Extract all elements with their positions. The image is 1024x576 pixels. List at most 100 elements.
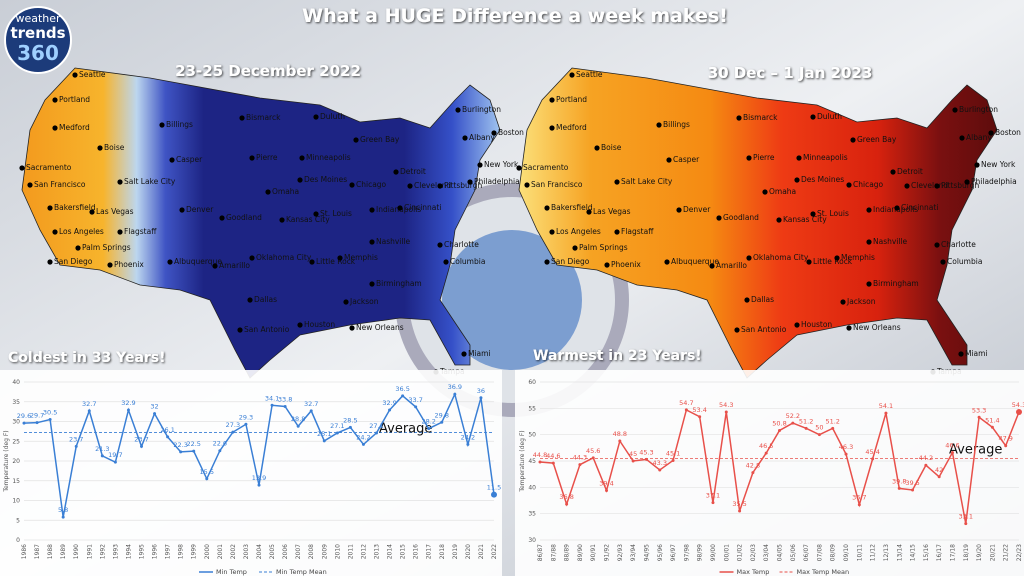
- city-label: Los Angeles: [556, 227, 601, 236]
- x-tick-label: 1997: [165, 544, 172, 559]
- city-dot: [664, 259, 670, 265]
- y-tick-label: 15: [12, 478, 20, 485]
- city-dot: [544, 205, 550, 211]
- city-label: Charlotte: [941, 240, 976, 249]
- city-dot: [159, 122, 165, 128]
- city-label: Chicago: [853, 180, 884, 189]
- data-label: 32.9: [121, 399, 135, 407]
- x-tick-label: 10/11: [856, 544, 863, 561]
- chart-panel: [0, 370, 502, 576]
- city-dot: [279, 217, 285, 223]
- city-label: Chicago: [356, 180, 387, 189]
- x-tick-label: 91/92: [604, 544, 611, 561]
- city-label: San Francisco: [34, 180, 86, 189]
- city-dot: [491, 130, 497, 136]
- city-dot: [437, 183, 443, 189]
- x-tick-label: 1993: [112, 544, 119, 559]
- point: [551, 461, 555, 465]
- data-label: 47.9: [998, 435, 1012, 443]
- point: [977, 415, 981, 419]
- city-dot: [237, 327, 243, 333]
- point: [179, 450, 183, 454]
- city-label: Albuquerque: [174, 257, 222, 266]
- x-tick-label: 1996: [152, 544, 159, 559]
- x-tick-label: 87/88: [550, 544, 557, 561]
- point: [1004, 444, 1008, 448]
- x-tick-label: 02/03: [750, 544, 757, 561]
- point: [711, 501, 715, 505]
- city-label: Palm Springs: [82, 243, 131, 252]
- city-dot: [776, 217, 782, 223]
- point: [153, 412, 157, 416]
- point: [296, 424, 300, 428]
- data-label: 32.7: [82, 400, 96, 408]
- point: [724, 410, 728, 414]
- city-label: Charlotte: [444, 240, 479, 249]
- city-label: Omaha: [272, 187, 299, 196]
- city-label: Sacramento: [26, 163, 72, 172]
- city-label: Salt Lake City: [621, 177, 673, 186]
- data-label: 39.4: [599, 479, 613, 487]
- x-tick-label: 2010: [334, 544, 341, 559]
- city-dot: [219, 215, 225, 221]
- x-tick-label: 88/89: [564, 544, 571, 561]
- point: [218, 449, 222, 453]
- y-tick-label: 35: [12, 399, 20, 406]
- data-label: 23.7: [134, 435, 148, 443]
- city-label: Flagstaff: [124, 227, 157, 236]
- y-tick-label: 35: [528, 511, 536, 518]
- point: [857, 503, 861, 507]
- x-tick-label: 2009: [321, 544, 328, 559]
- data-label: 39.8: [892, 477, 906, 485]
- data-label: 24.2: [356, 433, 370, 441]
- city-label: San Antonio: [244, 325, 290, 334]
- x-tick-label: 21/22: [1003, 544, 1010, 561]
- point: [231, 430, 235, 434]
- city-dot: [47, 205, 53, 211]
- city-label: Boston: [498, 128, 524, 137]
- city-label: Los Angeles: [59, 227, 104, 236]
- city-dot: [794, 177, 800, 183]
- point: [538, 460, 542, 464]
- city-dot: [734, 327, 740, 333]
- point: [897, 486, 901, 490]
- caption: Coldest in 33 Years!: [8, 350, 166, 366]
- city-dot: [716, 215, 722, 221]
- data-label: 46.3: [839, 443, 853, 451]
- x-tick-label: 05/06: [790, 544, 797, 561]
- y-tick-label: 25: [12, 438, 20, 445]
- city-dot: [52, 125, 58, 131]
- city-dot: [27, 182, 33, 188]
- point: [937, 475, 941, 479]
- data-label: 54.3: [1012, 401, 1024, 409]
- data-label: 51.2: [799, 417, 813, 425]
- city-dot: [666, 157, 672, 163]
- city-dot: [107, 262, 113, 268]
- city-label: Columbia: [450, 257, 485, 266]
- city-dot: [265, 189, 271, 195]
- x-tick-label: 2004: [256, 544, 263, 559]
- city-dot: [117, 179, 123, 185]
- x-tick-label: 1992: [99, 544, 106, 559]
- legend-label: Min Temp Mean: [276, 568, 327, 576]
- x-tick-label: 2015: [400, 544, 407, 559]
- city-dot: [72, 72, 78, 78]
- legend-label: Max Temp Mean: [797, 568, 850, 576]
- data-label: 36.7: [852, 494, 866, 502]
- x-tick-label: 2018: [439, 544, 446, 559]
- city-label: Philadelphia: [474, 177, 520, 186]
- data-label: 19.7: [108, 451, 122, 459]
- point: [631, 459, 635, 463]
- data-label: 29.7: [30, 412, 44, 420]
- data-label: 42.8: [746, 462, 760, 470]
- city-label: Amarillo: [716, 261, 747, 270]
- x-tick-label: 1986: [21, 544, 28, 559]
- city-dot: [746, 155, 752, 161]
- city-dot: [604, 262, 610, 268]
- point: [831, 426, 835, 430]
- data-label: 26.1: [160, 426, 174, 434]
- point: [61, 515, 65, 519]
- x-tick-label: 98/99: [697, 544, 704, 561]
- city-label: Billings: [663, 120, 690, 129]
